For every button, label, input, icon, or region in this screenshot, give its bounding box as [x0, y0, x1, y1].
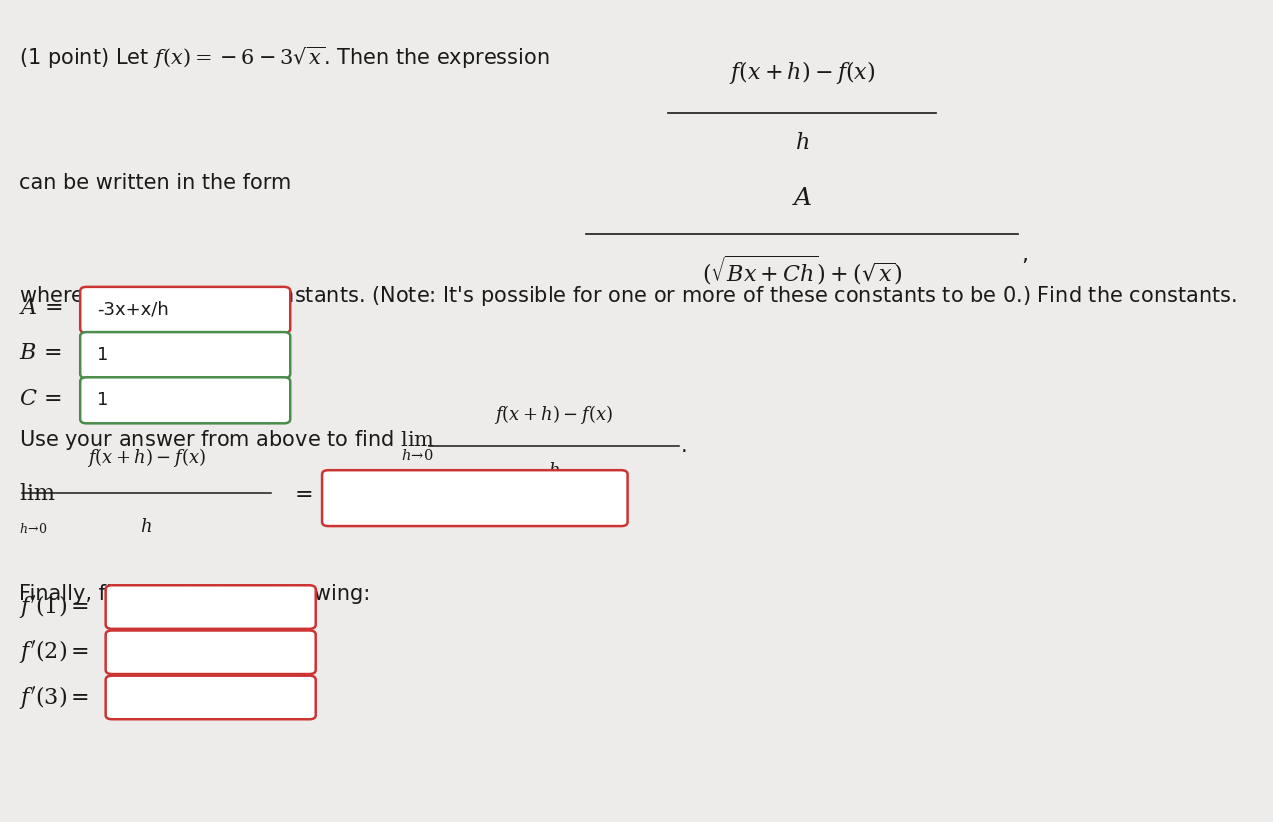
Text: -3x+x/h: -3x+x/h: [97, 301, 168, 319]
Text: can be written in the form: can be written in the form: [19, 173, 292, 192]
Text: $C\,=$: $C\,=$: [19, 389, 62, 409]
Text: .: .: [681, 436, 687, 455]
Text: $A\,=$: $A\,=$: [19, 298, 62, 318]
FancyBboxPatch shape: [106, 676, 316, 719]
Text: 1: 1: [97, 391, 108, 409]
FancyBboxPatch shape: [80, 377, 290, 423]
FancyBboxPatch shape: [80, 332, 290, 378]
Text: $f'(3) = $: $f'(3) = $: [19, 684, 89, 710]
Text: $B\,=$: $B\,=$: [19, 344, 62, 363]
Text: where $A$, $B$, and $C$ are constants. (Note: It's possible for one or more of t: where $A$, $B$, and $C$ are constants. (…: [19, 284, 1237, 307]
Text: $A$: $A$: [792, 186, 812, 210]
Text: ,: ,: [1021, 245, 1027, 265]
Text: $h$: $h$: [547, 462, 560, 480]
Text: $=$: $=$: [290, 483, 313, 503]
Text: $f(x+h) - f(x)$: $f(x+h) - f(x)$: [494, 403, 614, 426]
Text: $(\sqrt{Bx+Ch})+(\sqrt{x})$: $(\sqrt{Bx+Ch})+(\sqrt{x})$: [701, 253, 903, 287]
FancyBboxPatch shape: [106, 630, 316, 674]
Text: Use your answer from above to find $\lim_{h\to 0}$: Use your answer from above to find $\lim…: [19, 428, 435, 463]
Text: Finally, find each of the following:: Finally, find each of the following:: [19, 584, 370, 603]
Text: $f'(2) = $: $f'(2) = $: [19, 639, 89, 665]
Text: $h$: $h$: [140, 518, 153, 536]
Text: $f(x+h) - f(x)$: $f(x+h) - f(x)$: [87, 446, 206, 469]
Text: $h\!\to\!0$: $h\!\to\!0$: [19, 522, 47, 536]
Text: $h$: $h$: [794, 132, 810, 153]
Text: $\lim$: $\lim$: [19, 483, 56, 504]
FancyBboxPatch shape: [80, 287, 290, 333]
Text: $f(x+h) - f(x)$: $f(x+h) - f(x)$: [728, 59, 876, 86]
Text: $f'(1) = $: $f'(1) = $: [19, 593, 89, 620]
Text: 1: 1: [97, 346, 108, 364]
FancyBboxPatch shape: [322, 470, 628, 526]
Text: (1 point) Let $f(x) = -6 - 3\sqrt{x}$. Then the expression: (1 point) Let $f(x) = -6 - 3\sqrt{x}$. T…: [19, 45, 550, 72]
FancyBboxPatch shape: [106, 585, 316, 629]
